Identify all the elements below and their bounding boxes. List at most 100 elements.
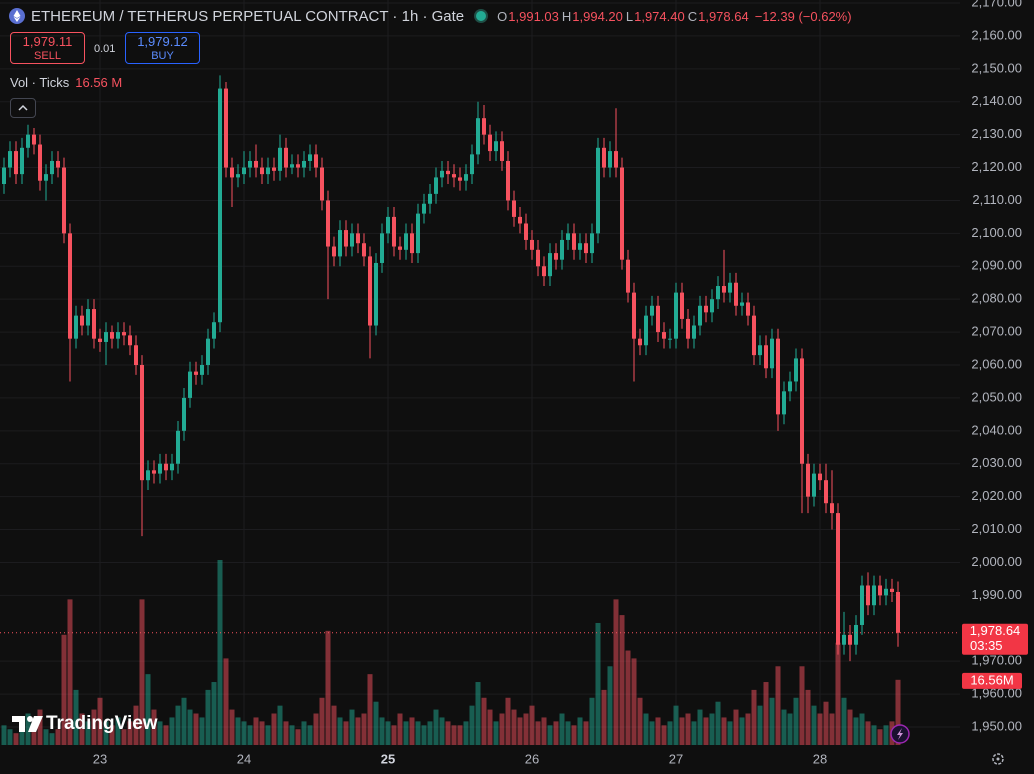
volume-bar <box>643 713 649 745</box>
y-tick-label: 1,960.00 <box>971 686 1022 701</box>
volume-bar <box>697 709 703 745</box>
candle-body <box>704 305 708 313</box>
candle-body <box>32 134 36 145</box>
sell-label: SELL <box>34 50 61 62</box>
candle-body <box>320 167 324 201</box>
volume-bar <box>547 725 553 745</box>
candle-body <box>878 585 882 596</box>
candle-body <box>752 315 756 356</box>
volume-bar <box>175 705 181 745</box>
candle-body <box>56 160 60 168</box>
candle-body <box>758 345 762 356</box>
quantity[interactable]: 0.01 <box>94 43 116 55</box>
buy-button[interactable]: 1,979.12 BUY <box>125 32 200 64</box>
volume-bar <box>169 717 175 745</box>
volume-bar <box>565 721 571 745</box>
candle-body <box>272 167 276 171</box>
volume-bar <box>415 721 421 745</box>
candle-body <box>404 233 408 250</box>
ohlc-value: 1,991.03 <box>508 8 559 24</box>
candle-body <box>86 309 90 326</box>
candle-body <box>476 118 480 155</box>
candle-body <box>770 338 774 369</box>
candle-body <box>266 167 270 175</box>
candle-body <box>698 305 702 326</box>
volume-bar <box>877 729 883 745</box>
volume-bar <box>319 697 325 745</box>
volume-bar <box>325 630 331 745</box>
volume-bar <box>151 709 157 745</box>
y-tick-label: 2,160.00 <box>971 27 1022 42</box>
volume-bar <box>583 721 589 745</box>
candle-body <box>50 160 54 175</box>
symbol-title[interactable]: ETHEREUM / TETHERUS PERPETUAL CONTRACT ·… <box>31 7 465 25</box>
volume-bar <box>781 709 787 745</box>
volume-bar <box>337 717 343 745</box>
volume-bar <box>505 697 511 745</box>
volume-bar <box>67 599 73 745</box>
volume-bar <box>1 725 7 745</box>
volume-bar <box>223 658 229 745</box>
candle-body <box>602 147 606 168</box>
candle-body <box>428 193 432 204</box>
volume-bar <box>355 717 361 745</box>
candle-body <box>74 315 78 339</box>
candle-body <box>356 233 360 244</box>
chevron <box>18 104 28 111</box>
volume-bar <box>307 725 313 745</box>
volume-bar <box>349 709 355 745</box>
candle-body <box>554 253 558 260</box>
volume-bar <box>835 642 841 745</box>
volume-bar <box>367 674 373 745</box>
volume-bar <box>631 658 637 745</box>
candle-body <box>284 147 288 168</box>
volume-bar <box>685 713 691 745</box>
volume-bar <box>541 717 547 745</box>
volume-bar <box>649 721 655 745</box>
candle-body <box>302 160 306 168</box>
settings-button[interactable] <box>992 753 1004 765</box>
y-tick-label: 2,100.00 <box>971 225 1022 240</box>
volume-bar <box>853 717 859 745</box>
candle-body <box>812 473 816 497</box>
candle-body <box>740 302 744 306</box>
candle-body <box>854 624 858 645</box>
candle-body <box>692 325 696 339</box>
sell-button[interactable]: 1,979.11 SELL <box>10 32 85 64</box>
volume-bar <box>163 725 169 745</box>
y-tick-label: 2,120.00 <box>971 159 1022 174</box>
candle-body <box>152 470 156 474</box>
collapse-button[interactable] <box>10 98 36 118</box>
candle-body <box>212 322 216 339</box>
candle-body <box>632 292 636 339</box>
volume-bar <box>457 725 463 745</box>
ohlc-key: O <box>497 8 508 24</box>
candle-body <box>44 174 48 181</box>
y-tick-label: 2,130.00 <box>971 126 1022 141</box>
volume-bar <box>331 705 337 745</box>
candle-body <box>518 216 522 224</box>
logo[interactable]: TradingView <box>12 713 158 735</box>
volume-bar <box>571 725 577 745</box>
volume-bar <box>427 721 433 745</box>
volume-bar <box>241 721 247 745</box>
candle-body <box>236 174 240 178</box>
candle-body <box>248 160 252 168</box>
candle-body <box>608 151 612 168</box>
candle-body <box>386 216 390 234</box>
volume-bar <box>385 721 391 745</box>
volume-bar <box>109 725 115 745</box>
volume-bar <box>619 615 625 745</box>
candle-body <box>662 332 666 339</box>
volume-bar <box>661 725 667 745</box>
volume-bar <box>391 725 397 745</box>
candle-body <box>422 203 426 214</box>
ohlc-key: L <box>625 8 634 24</box>
candle-body <box>782 391 786 415</box>
volume-bar <box>757 705 763 745</box>
candle-body <box>866 585 870 606</box>
volume-tag-label: 16.56M <box>970 672 1013 687</box>
volume-bar <box>127 721 133 745</box>
